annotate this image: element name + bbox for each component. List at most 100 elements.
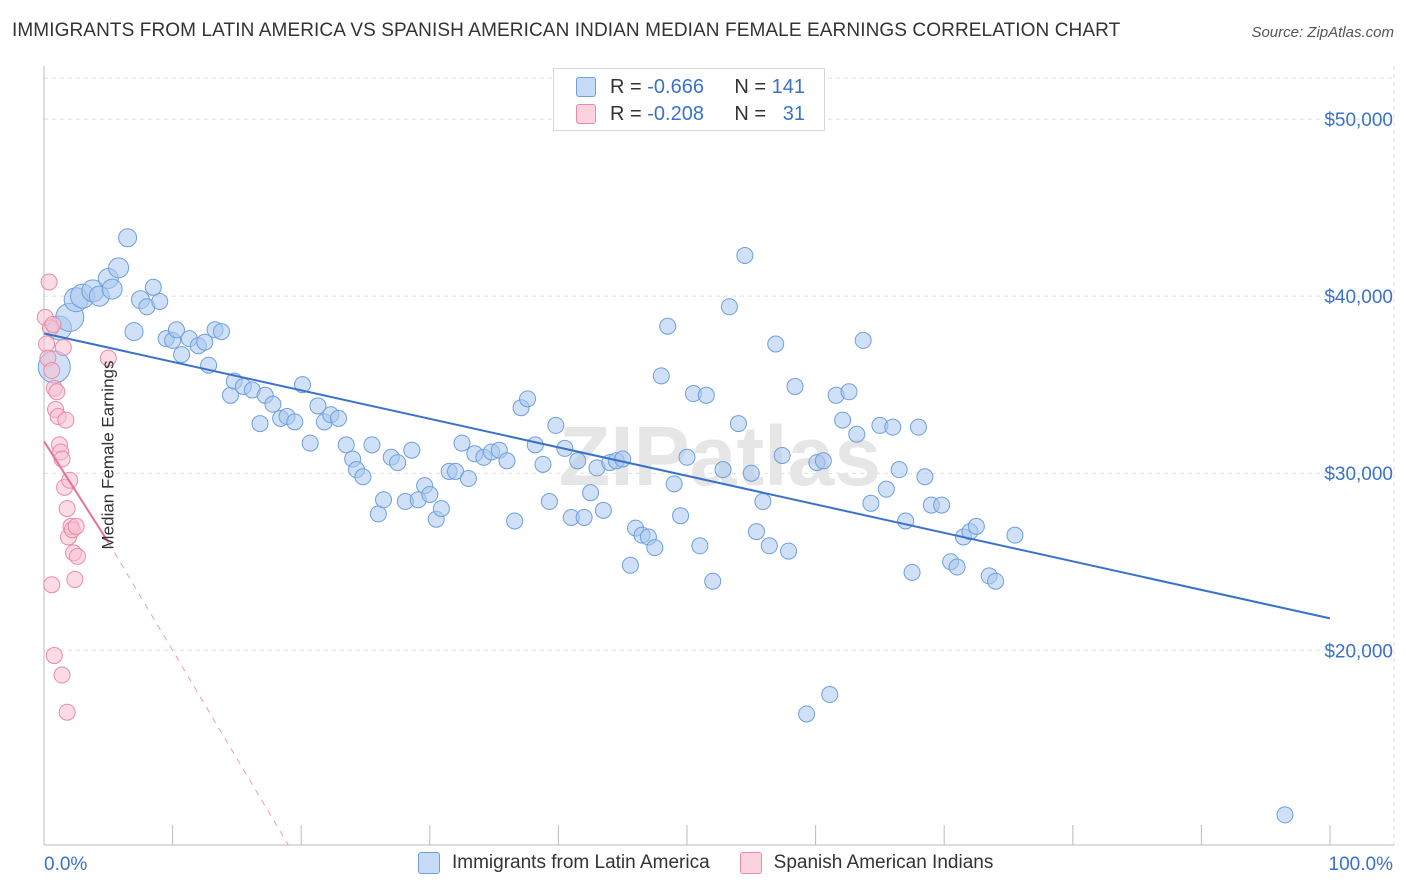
y-axis-label: Median Female Earnings (98, 360, 118, 550)
data-point (293, 376, 311, 394)
legend-r-label: R = (610, 102, 642, 125)
legend-n-label: N = (734, 102, 767, 125)
data-point (834, 411, 852, 429)
data-point (67, 517, 85, 535)
data-point (697, 386, 715, 404)
data-point (167, 321, 185, 339)
data-point (40, 273, 58, 291)
data-point (890, 461, 908, 479)
data-point (48, 383, 66, 401)
data-point (729, 415, 747, 433)
y-tick-label: $30,000 (1324, 464, 1393, 485)
series-legend-label: Immigrants from Latin America (452, 852, 710, 873)
legend-n-value: 31 (782, 102, 805, 125)
data-point (101, 278, 123, 300)
data-point (821, 686, 839, 704)
data-point (714, 461, 732, 479)
data-point (665, 475, 683, 493)
data-point (286, 413, 304, 431)
data-point (151, 292, 169, 310)
trend-lines (43, 332, 1331, 846)
y-tick-label: $40,000 (1324, 287, 1393, 308)
data-point (967, 517, 985, 535)
data-point (933, 496, 951, 514)
data-point (58, 703, 76, 721)
data-point (459, 470, 477, 488)
data-point (251, 415, 269, 433)
data-point (389, 454, 407, 472)
correlation-legend: R = -0.666 N = 141 R = -0.208 N = 31 (553, 68, 825, 131)
data-point (547, 416, 565, 434)
data-point (742, 464, 760, 482)
data-point (337, 436, 355, 454)
data-point (575, 508, 593, 526)
data-point (897, 512, 915, 530)
legend-n-label: N = (734, 75, 767, 98)
data-point (58, 500, 76, 518)
data-point (68, 547, 86, 565)
data-point (66, 570, 84, 588)
series-legend: Immigrants from Latin America Spanish Am… (418, 852, 1023, 874)
data-point (498, 452, 516, 470)
data-point (38, 335, 56, 353)
data-point (848, 425, 866, 443)
data-point (754, 493, 772, 511)
series-latin-america-points (37, 228, 1294, 824)
data-point (124, 322, 144, 342)
data-point (540, 493, 558, 511)
data-point (814, 452, 832, 470)
data-point (621, 556, 639, 574)
data-point (916, 468, 934, 486)
data-point (108, 257, 130, 279)
data-point (854, 331, 872, 349)
data-point (1276, 806, 1294, 824)
data-point (840, 383, 858, 401)
chart-title: IMMIGRANTS FROM LATIN AMERICA VS SPANISH… (12, 20, 1121, 41)
data-point (767, 335, 785, 353)
series-legend-item-spanish-american-indian: Spanish American Indians (739, 852, 994, 874)
data-point (45, 647, 63, 665)
data-point (506, 512, 524, 530)
data-point (53, 666, 71, 684)
data-point (196, 333, 214, 351)
data-point (54, 339, 72, 357)
data-point (948, 558, 966, 576)
legend-r-value: -0.208 (647, 102, 704, 125)
series-spanish-american-indian-points (36, 273, 117, 721)
data-point (582, 484, 600, 502)
data-point (569, 452, 587, 470)
trend-line-latin-america (43, 332, 1331, 620)
data-point (99, 349, 117, 367)
data-point (884, 418, 902, 436)
data-point (44, 315, 62, 333)
data-point (780, 542, 798, 560)
source-label: Source: ZipAtlas.com (1251, 24, 1394, 41)
data-point (309, 397, 327, 415)
data-point (173, 346, 191, 364)
series-legend-swatch-blue (418, 852, 440, 874)
y-tick-label: $20,000 (1324, 641, 1393, 662)
data-point (987, 572, 1005, 590)
data-point (329, 409, 347, 427)
data-point (646, 539, 664, 557)
data-point (421, 485, 439, 503)
data-point (652, 367, 670, 385)
data-point (594, 501, 612, 519)
data-point (659, 317, 677, 335)
data-point (691, 537, 709, 555)
data-point (363, 436, 381, 454)
data-point (720, 298, 738, 316)
data-point (432, 500, 450, 518)
series-legend-label: Spanish American Indians (773, 852, 994, 873)
legend-row-latin-america: R = -0.666 N = 141 (576, 75, 805, 99)
data-point (747, 523, 765, 541)
data-point (534, 455, 552, 473)
data-point (903, 563, 921, 581)
data-point (909, 418, 927, 436)
series-legend-item-latin-america: Immigrants from Latin America (418, 852, 710, 874)
data-point (369, 505, 387, 523)
trend-line-extension (107, 541, 289, 846)
y-tick-label: $50,000 (1324, 110, 1393, 131)
x-tick-label: 100.0% (1329, 854, 1394, 875)
